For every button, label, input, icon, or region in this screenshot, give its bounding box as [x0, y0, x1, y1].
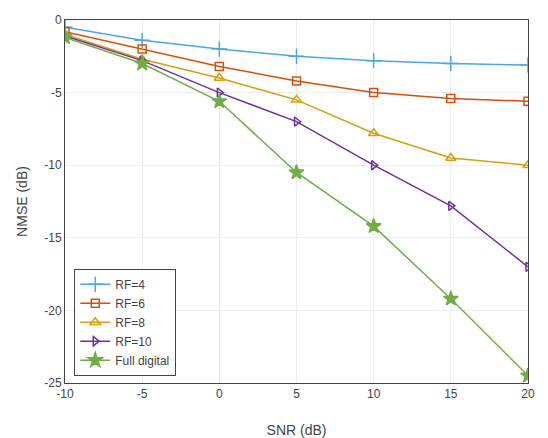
svg-text:RF=8: RF=8: [115, 316, 145, 330]
svg-text:10: 10: [367, 387, 381, 401]
svg-text:-25: -25: [44, 376, 62, 390]
svg-text:SNR (dB): SNR (dB): [267, 422, 327, 438]
svg-text:20: 20: [521, 387, 535, 401]
svg-text:-10: -10: [44, 158, 62, 172]
svg-text:-10: -10: [56, 387, 74, 401]
svg-text:5: 5: [293, 387, 300, 401]
svg-text:Full digital: Full digital: [115, 354, 169, 368]
svg-text:-5: -5: [137, 387, 148, 401]
svg-text:RF=6: RF=6: [115, 297, 145, 311]
svg-text:0: 0: [55, 13, 62, 27]
svg-text:-5: -5: [51, 86, 62, 100]
svg-text:-15: -15: [44, 231, 62, 245]
svg-text:-20: -20: [44, 304, 62, 318]
svg-text:RF=4: RF=4: [115, 278, 145, 292]
svg-text:0: 0: [216, 387, 223, 401]
svg-text:RF=10: RF=10: [115, 335, 152, 349]
svg-text:NMSE (dB): NMSE (dB): [14, 166, 30, 237]
svg-text:15: 15: [444, 387, 458, 401]
